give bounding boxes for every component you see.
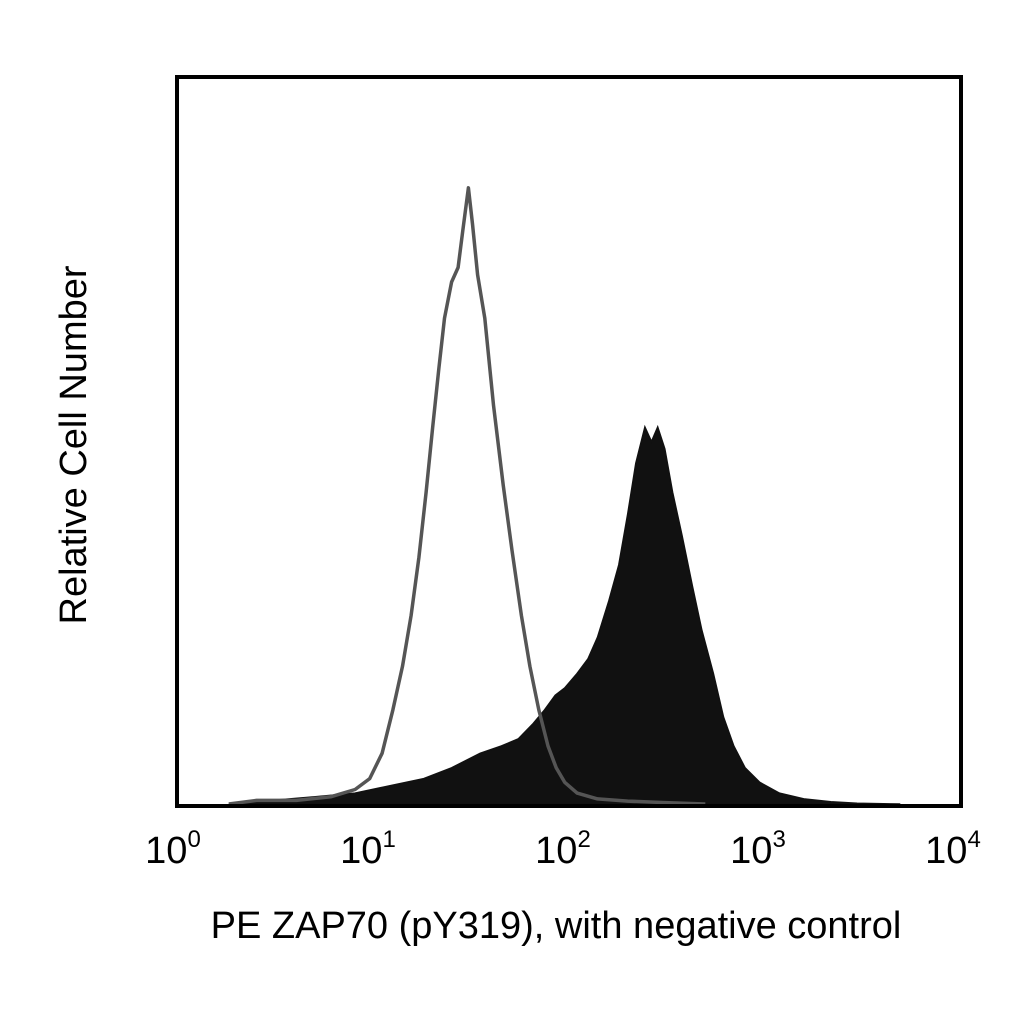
- series-filled-histogram: [228, 424, 901, 805]
- x-tick-label-1: 101: [340, 826, 396, 872]
- plot-frame: [175, 75, 963, 808]
- x-tick-labels: 100 101 102 103 104: [145, 826, 981, 872]
- x-axis-title: PE ZAP70 (pY319), with negative control: [211, 905, 902, 947]
- series-outline-histogram: [228, 186, 706, 806]
- y-axis-title: Relative Cell Number: [53, 265, 95, 624]
- plot-layer: [228, 186, 901, 806]
- x-tick-label-4: 104: [925, 826, 981, 872]
- x-tick-label-2: 102: [535, 826, 591, 872]
- x-tick-label-0: 100: [145, 826, 201, 872]
- x-tick-label-3: 103: [730, 826, 786, 872]
